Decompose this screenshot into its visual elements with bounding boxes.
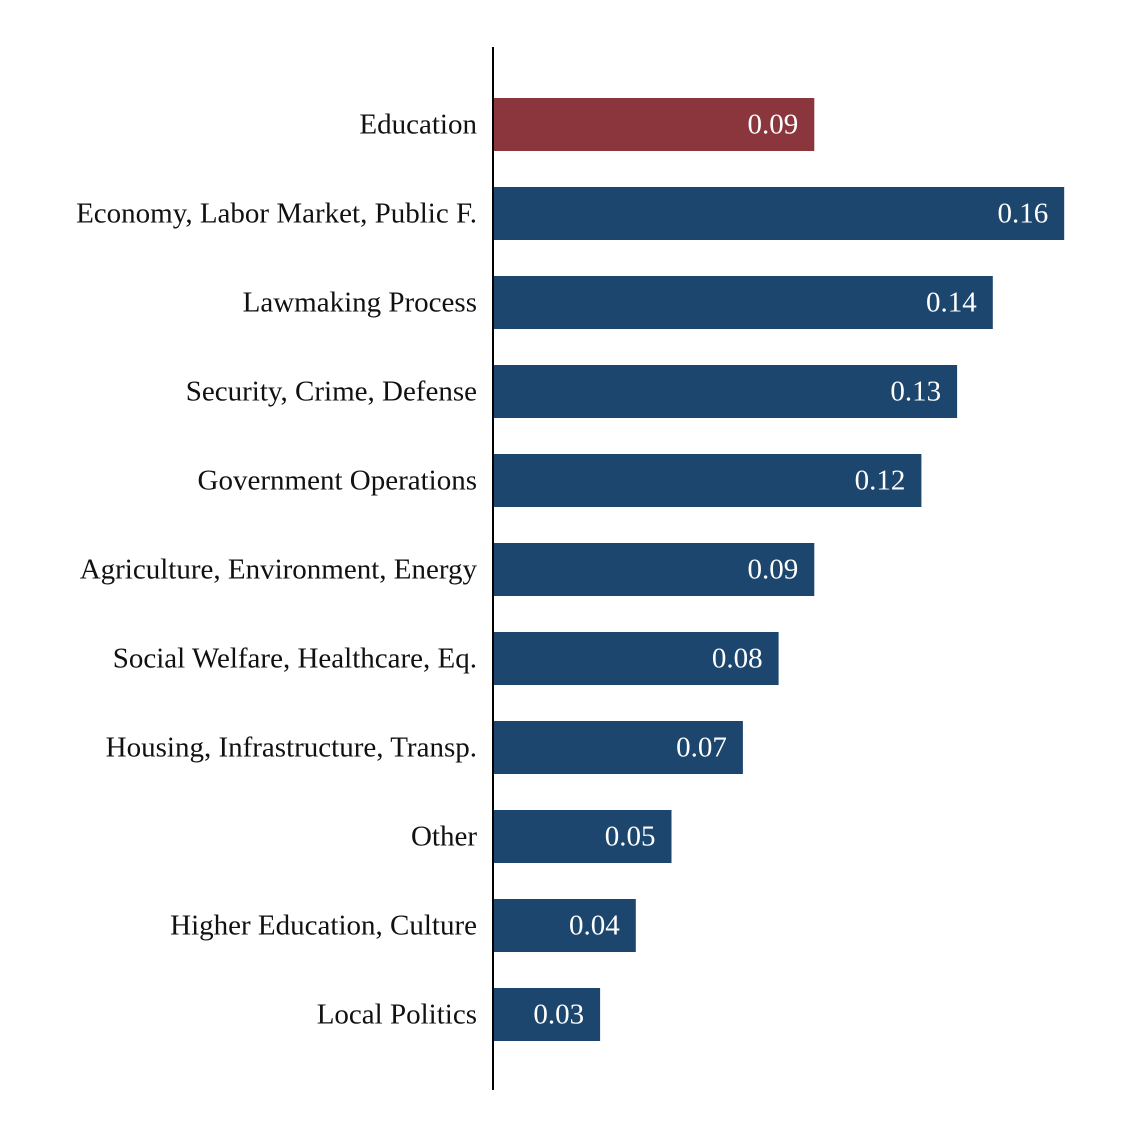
bar-local-politics	[493, 988, 601, 1041]
bar-economy-labor-market-public-f	[493, 187, 1065, 240]
bar-other	[493, 810, 672, 863]
value-label: 0.09	[748, 109, 799, 141]
category-labels-layer: Education Economy, Labor Market, Public F…	[76, 109, 477, 1031]
category-label: Social Welfare, Healthcare, Eq.	[113, 643, 477, 675]
category-label: Other	[411, 821, 477, 853]
bar-security-crime-defense	[493, 365, 958, 418]
category-label: Housing, Infrastructure, Transp.	[106, 732, 477, 764]
value-label: 0.08	[712, 643, 763, 675]
value-label: 0.14	[926, 287, 977, 319]
value-label: 0.13	[890, 376, 941, 408]
bar-higher-education-culture	[493, 899, 636, 952]
category-label: Agriculture, Environment, Energy	[80, 554, 478, 586]
category-label: Security, Crime, Defense	[186, 376, 477, 408]
category-label: Local Politics	[317, 999, 477, 1031]
category-label: Government Operations	[198, 465, 477, 497]
bar-government-operations	[493, 454, 922, 507]
category-label: Education	[359, 109, 477, 141]
value-label: 0.09	[748, 554, 799, 586]
bar-lawmaking-process	[493, 276, 993, 329]
bars-layer	[493, 98, 1065, 1041]
category-label: Lawmaking Process	[243, 287, 477, 319]
value-label: 0.05	[605, 821, 656, 853]
bar-housing-infrastructure-transp	[493, 721, 743, 774]
category-label: Higher Education, Culture	[170, 910, 477, 942]
value-label: 0.04	[569, 910, 620, 942]
value-label: 0.16	[997, 198, 1048, 230]
category-label: Economy, Labor Market, Public F.	[76, 198, 477, 230]
bar-education	[493, 98, 815, 151]
bar-social-welfare-healthcare-eq	[493, 632, 779, 685]
value-label: 0.03	[533, 999, 584, 1031]
value-label: 0.07	[676, 732, 727, 764]
value-labels-layer: 0.09 0.16 0.14 0.13 0.12 0.09 0.08 0.07 0.05 0.04…	[533, 109, 1048, 1031]
bar-agriculture-environment-energy	[493, 543, 815, 596]
value-label: 0.12	[855, 465, 906, 497]
